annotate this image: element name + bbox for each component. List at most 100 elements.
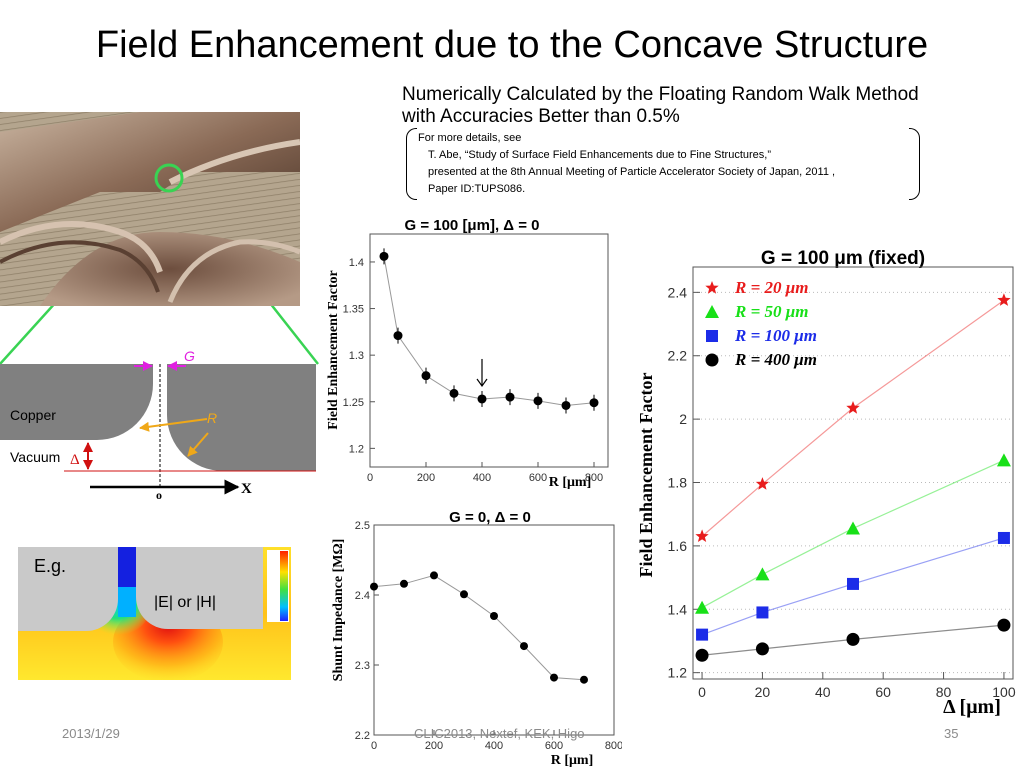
reference-line-3: presented at the 8th Annual Meeting of P… [428, 166, 836, 178]
reference-line-1: For more details, see [418, 132, 522, 144]
chart3-xlabel: Δ [μm] [943, 696, 1001, 718]
chart3-data-point [997, 618, 1011, 632]
chart3-title: G = 100 μm (fixed) [761, 248, 925, 269]
chart1-data-point [379, 251, 389, 261]
x-axis-label: X [241, 481, 252, 497]
chart1-ytick-label: 1.4 [349, 257, 364, 269]
chart1-xlabel: R [μm] [549, 475, 592, 490]
vacuum-label: Vacuum [10, 449, 60, 465]
subtitle-line-2: with Accuracies Better than 0.5% [402, 106, 680, 127]
chart3-legend-marker [705, 305, 719, 318]
zoom-line-left [0, 306, 55, 365]
chart3-xtick-label: 60 [875, 684, 891, 700]
chart3-legend-label: R = 20 μm [734, 278, 808, 297]
chart1-data-point [561, 400, 571, 410]
chart1-data-point [589, 398, 599, 408]
chart3-ytick-label: 1.4 [668, 601, 688, 617]
chart1-ytick-label: 1.25 [343, 397, 364, 409]
chart3-legend-label: R = 100 μm [734, 326, 817, 345]
chart3-series-line [701, 537, 1005, 636]
chart1-data-point [533, 396, 543, 406]
chart2-ylabel: Shunt Impedance [MΩ] [331, 539, 346, 682]
chart3-data-point [755, 567, 770, 581]
chart2-xtick-label: 600 [545, 740, 563, 752]
chart1-ylabel: Field Enhancement Factor [326, 270, 341, 429]
chart2-ytick-label: 2.4 [355, 590, 370, 602]
chart3-series-line [701, 624, 1004, 656]
copper-left [0, 364, 153, 440]
chart2-data-point [400, 579, 408, 588]
chart2-plot-frame [373, 524, 615, 736]
chart3-xtick-label: 100 [992, 684, 1016, 700]
chart3-data-point [695, 648, 709, 662]
chart2-xtick-label: 800 [605, 740, 622, 752]
chart3-xtick-label: 40 [815, 684, 831, 700]
reference-line-4: Paper ID:TUPS086. [428, 183, 526, 195]
chart2-data-point [520, 642, 528, 651]
chart2-xtick-label: 0 [371, 740, 377, 752]
chart2-title: G = 0, Δ = 0 [449, 509, 531, 526]
chart1-ytick-label: 1.2 [349, 443, 364, 455]
chart2-ytick-label: 2.5 [355, 520, 370, 532]
chart3-data-point [695, 529, 709, 542]
chart3-legend-marker [705, 353, 719, 367]
chart2-data-point [550, 673, 558, 682]
chart3-legend-marker [705, 281, 719, 294]
chart3-data-point [696, 628, 709, 641]
chart1-xtick-label: 400 [473, 472, 491, 484]
chart3-legend-label: R = 400 μm [734, 350, 817, 369]
chart3-ylabel: Field Enhancement Factor [636, 373, 656, 578]
chart3-ytick-label: 1.2 [668, 665, 688, 681]
chart1-data-point [505, 392, 515, 402]
origin-label: o [156, 488, 162, 502]
footer-date: 2013/1/29 [62, 726, 120, 741]
chart3-data-point [996, 453, 1011, 467]
chart3-xtick-label: 0 [698, 684, 706, 700]
chart3-data-point [846, 521, 860, 535]
chart1-ytick-label: 1.3 [349, 350, 364, 362]
chart1-data-point [393, 331, 403, 341]
chart3-data-point [756, 606, 769, 619]
field-label: |E| or |H| [154, 594, 216, 611]
delta-label: Δ [70, 452, 80, 468]
chart2-ytick-label: 2.3 [355, 660, 370, 672]
eg-label: E.g. [34, 556, 66, 576]
reference-box: For more details, see T. Abe, “Study of … [406, 128, 920, 200]
chart3-ytick-label: 1.8 [668, 475, 688, 491]
chart1-plot-frame [369, 233, 609, 468]
copper-label: Copper [10, 407, 56, 423]
chart3-data-point [847, 577, 859, 590]
chart1-title: G = 100 [μm], Δ = 0 [404, 217, 539, 234]
reference-line-2: T. Abe, “Study of Surface Field Enhancem… [428, 149, 772, 161]
chart3-series-line [701, 299, 1005, 537]
chart2-ytick-label: 2.2 [355, 730, 370, 742]
chart2-data-point [490, 612, 498, 620]
cross-section-schematic: G R Copper Vacuum Δ o X [0, 306, 319, 502]
chart3-ytick-label: 2.2 [668, 348, 688, 364]
chart2-xtick-label: 400 [485, 740, 503, 752]
chart3-data-point [846, 632, 860, 646]
chart1-xtick-label: 600 [529, 472, 547, 484]
chart2-data-point [370, 582, 378, 591]
chart2-data-point [580, 675, 588, 684]
chart-enhancement-vs-delta: G = 100 μm (fixed) 1.2 1.4 1.6 1.8 2 2.2 2.4 0 2… [636, 248, 1016, 718]
chart3-ytick-label: 2.4 [668, 284, 688, 300]
chart1-data-point [477, 394, 487, 404]
r-label: R [207, 410, 217, 426]
chart2-series-line [373, 574, 585, 681]
g-label: G [184, 348, 195, 364]
chart1-series-line [383, 256, 595, 406]
chart3-plot-frame [692, 266, 1014, 680]
chart1-xtick-label: 200 [417, 472, 435, 484]
chart2-data-point [430, 571, 438, 580]
structure-3d-render [0, 112, 300, 306]
footer-page-number: 35 [944, 726, 959, 741]
chart3-legend-label: R = 50 μm [734, 302, 808, 321]
subtitle: Numerically Calculated by the Floating R… [402, 84, 919, 128]
chart3-data-point [695, 600, 710, 614]
chart1-xtick-label: 800 [585, 472, 603, 484]
chart3-data-point [846, 401, 860, 414]
chart3-ytick-label: 2 [679, 411, 687, 427]
zoom-line-right [270, 306, 319, 365]
zoom-circle [154, 163, 184, 193]
